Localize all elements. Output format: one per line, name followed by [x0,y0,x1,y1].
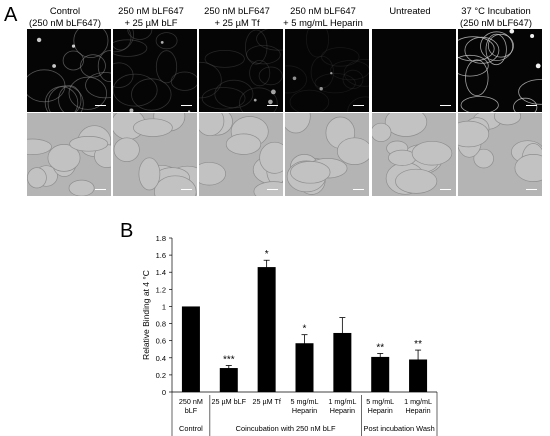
y-tick-label: 0 [162,388,166,397]
category-label: bLF [185,406,198,415]
column-label-4: 250 nM bLF647 + 5 mg/mL Heparin [281,5,365,29]
significance-marker: * [303,324,307,335]
category-label: Heparin [368,406,393,415]
category-label: 1 mg/mL [328,397,356,406]
bar [409,359,428,392]
bar [181,306,200,392]
significance-marker: ** [376,343,384,354]
scale-bar [353,188,364,190]
group-label: Control [179,424,203,433]
group-label: Coincubation with 250 nM bLF [236,424,336,433]
column-label-line1: Control [49,5,81,16]
scale-bar [267,188,278,190]
column-label-5: Untreated [368,5,452,17]
column-label-line2: + 25 µM bLF [124,17,178,28]
y-tick-label: 0.2 [156,371,166,380]
y-tick-label: 0.6 [156,337,166,346]
scale-bar [526,188,537,190]
column-label-1: Control (250 nM bLF647) [23,5,107,29]
scale-bar [440,104,451,106]
column-label-3: 250 nM bLF647 + 25 µM Tf [195,5,279,29]
bar [371,356,390,392]
y-tick-label: 0.8 [156,320,166,329]
scale-bar [95,104,106,106]
bar [219,368,238,392]
y-tick-label: 1.6 [156,251,166,260]
column-label-line2: + 5 mg/mL Heparin [283,17,363,28]
column-label-line1: 250 nM bLF647 [118,5,184,16]
y-tick-label: 0.4 [156,354,166,363]
scale-bar [353,104,364,106]
scale-bar [526,104,537,106]
column-label-line1: 250 nM bLF647 [290,5,356,16]
column-label-line1: Untreated [389,5,431,16]
bar [295,343,314,392]
fluorescence-image [199,29,283,112]
category-label: Heparin [330,406,355,415]
category-label: 1 mg/mL [404,397,432,406]
column-label-6: 37 °C Incubation (250 nM bLF647) [454,5,538,29]
scale-bar [440,188,451,190]
y-tick-label: 1 [162,302,166,311]
bar [257,267,276,392]
scale-bar [181,104,192,106]
scale-bar [95,188,106,190]
fluorescence-image [27,29,111,112]
brightfield-image [285,113,369,196]
column-label-line2: (250 nM bLF647) [460,17,532,28]
column-label-line2: + 25 µM Tf [214,17,260,28]
group-label: Post incubation Wash [364,424,435,433]
brightfield-image [27,113,111,196]
column-label-line1: 250 nM bLF647 [204,5,270,16]
category-label: Heparin [405,406,430,415]
category-label: Heparin [292,406,317,415]
brightfield-image [372,113,456,196]
brightfield-image [458,113,542,196]
y-tick-label: 1.4 [156,268,166,277]
bar [333,332,352,392]
scale-bar [267,104,278,106]
y-tick-label: 1.8 [156,234,166,243]
category-label: 5 mg/mL [291,397,319,406]
column-label-line1: 37 °C Incubation [461,5,531,16]
brightfield-image [113,113,197,196]
fluorescence-image [458,29,542,112]
scale-bar [181,188,192,190]
panel-a-letter: A [4,4,18,26]
panel-b-letter: B [120,220,133,242]
y-axis-label: Relative Binding at 4 °C [141,270,151,360]
brightfield-image [199,113,283,196]
category-label: 5 mg/mL [366,397,394,406]
significance-marker: *** [223,354,235,365]
column-label-line2: (250 nM bLF647) [29,17,101,28]
fluorescence-image [372,29,456,112]
fluorescence-image [285,29,369,112]
column-label-2: 250 nM bLF647 + 25 µM bLF [109,5,193,29]
category-label: 25 µM Tf [252,397,280,406]
significance-marker: ** [414,339,422,350]
category-label: 250 nM [179,397,203,406]
fluorescence-image [113,29,197,112]
significance-marker: * [265,249,269,260]
y-tick-label: 1.2 [156,285,166,294]
category-label: 25 µM bLF [212,397,247,406]
